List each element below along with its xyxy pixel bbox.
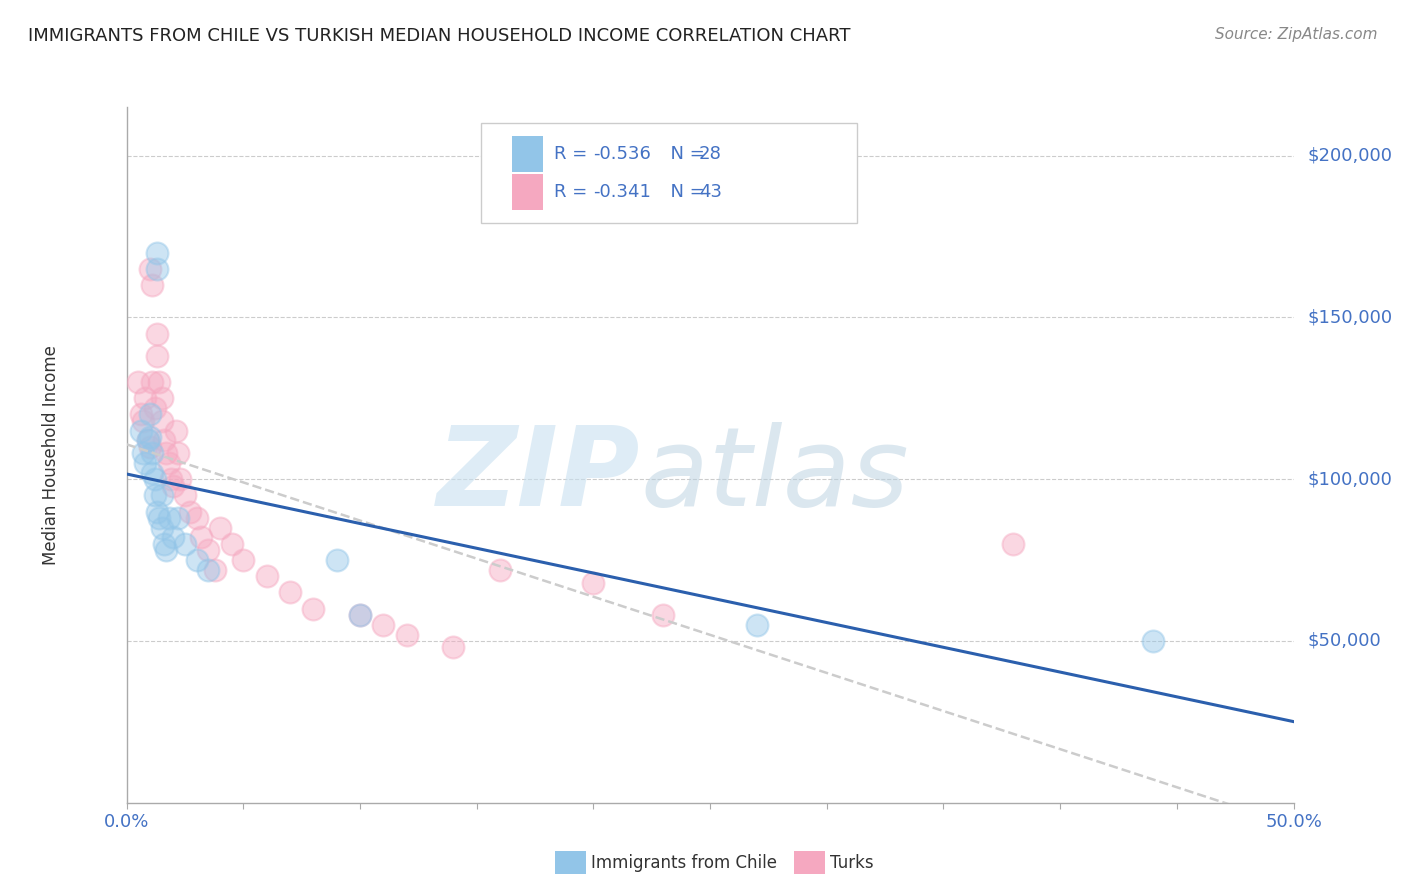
Point [373,617,395,632]
Text: N =: N = [659,145,711,163]
Point [136,434,159,448]
Point [208,521,231,535]
Text: Source: ZipAtlas.com: Source: ZipAtlas.com [1215,27,1378,42]
Point [1142,634,1164,648]
Text: $50,000: $50,000 [1308,632,1381,650]
Point [139,408,162,422]
Point [150,392,173,406]
Point [1002,537,1025,551]
Point [167,446,190,460]
Text: R =: R = [554,145,593,163]
Point [143,488,166,502]
Point [132,446,155,460]
Text: N =: N = [659,183,711,202]
Point [186,553,208,567]
Point [160,472,183,486]
Point [146,261,169,276]
Point [349,608,371,623]
Point [190,531,212,545]
Point [204,563,226,577]
Point [162,478,184,492]
Point [129,408,152,422]
Text: $150,000: $150,000 [1308,309,1392,326]
Point [134,392,156,406]
Point [141,466,163,480]
Text: Immigrants from Chile: Immigrants from Chile [591,855,776,872]
Point [157,511,180,525]
Point [745,617,768,632]
Point [349,608,371,623]
Point [139,430,162,444]
Text: Turks: Turks [830,855,873,872]
Point [146,349,169,363]
Point [395,627,418,641]
Point [167,511,190,525]
Point [302,601,325,615]
Point [136,434,159,448]
Point [146,326,169,341]
Text: Median Household Income: Median Household Income [42,345,59,565]
Point [143,401,166,415]
Point [582,575,605,590]
Text: $100,000: $100,000 [1308,470,1392,488]
Point [155,446,177,460]
Point [141,446,163,460]
Point [127,375,149,389]
Point [150,521,173,535]
Point [179,504,201,518]
Point [325,553,347,567]
Text: ZIP: ZIP [436,422,640,529]
Point [139,261,162,276]
Point [169,472,191,486]
Point [197,543,219,558]
Text: IMMIGRANTS FROM CHILE VS TURKISH MEDIAN HOUSEHOLD INCOME CORRELATION CHART: IMMIGRANTS FROM CHILE VS TURKISH MEDIAN … [28,27,851,45]
Point [150,488,173,502]
Point [221,537,243,551]
Point [153,434,176,448]
Point [143,472,166,486]
Point [148,511,170,525]
Point [197,563,219,577]
Text: 43: 43 [699,183,721,202]
Text: 28: 28 [699,145,721,163]
Text: atlas: atlas [640,422,908,529]
Text: -0.341: -0.341 [593,183,651,202]
Point [652,608,675,623]
Point [489,563,512,577]
Text: -0.536: -0.536 [593,145,651,163]
Point [146,245,169,260]
Point [155,543,177,558]
Point [134,456,156,470]
Point [232,553,254,567]
Point [174,488,197,502]
Point [165,424,187,438]
Point [256,569,278,583]
Point [141,375,163,389]
Point [157,456,180,470]
Point [162,531,184,545]
Point [146,504,169,518]
Point [132,414,155,428]
Text: $200,000: $200,000 [1308,146,1392,165]
Point [150,414,173,428]
Point [441,640,464,655]
Point [153,537,176,551]
Point [129,424,152,438]
Point [139,440,162,454]
Text: R =: R = [554,183,593,202]
Point [148,375,170,389]
Point [186,511,208,525]
Point [174,537,197,551]
Point [141,278,163,293]
Point [278,585,301,599]
